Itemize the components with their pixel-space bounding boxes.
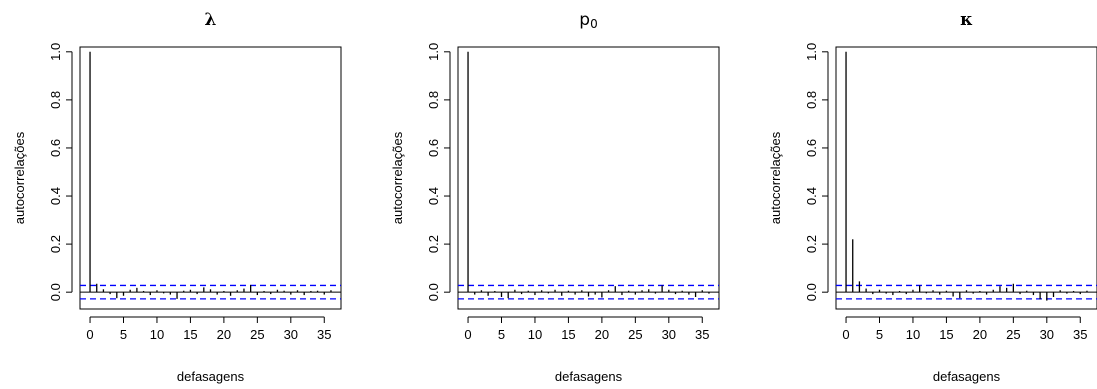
x-tick-label: 15	[183, 327, 197, 342]
x-axis-label: defasagens	[177, 369, 245, 384]
y-tick-label: 0.4	[804, 187, 819, 205]
y-tick-label: 0.8	[426, 91, 441, 109]
x-tick-label: 5	[120, 327, 127, 342]
y-tick-label: 0.2	[804, 235, 819, 253]
acf-panel-3: κ 0 5 10 15 20 25 30 35 0.0 0.2 0.4 0.6 0.8 1.0 defasag…	[768, 10, 1097, 384]
panel-title-subscript: 0	[590, 17, 598, 31]
panel-title: λ	[205, 10, 217, 30]
x-tick-label: 5	[498, 327, 505, 342]
x-axis-label: defasagens	[933, 369, 1001, 384]
x-tick-label: 10	[150, 327, 164, 342]
x-tick-label: 25	[628, 327, 642, 342]
y-tick-label: 0.0	[426, 283, 441, 301]
y-tick-label: 0.6	[426, 139, 441, 157]
panel-title-main: κ	[960, 10, 973, 30]
y-tick-label: 0.6	[48, 139, 63, 157]
x-tick-label: 35	[317, 327, 331, 342]
panel-title: κ	[960, 10, 973, 30]
x-axis-label: defasagens	[555, 369, 623, 384]
x-tick-label: 35	[695, 327, 709, 342]
acf-panel-2: p00 5 10 15 20 25 30 350.00.20.40.60.81.0defasa…	[390, 10, 720, 384]
x-tick-label: 0	[464, 327, 471, 342]
x-tick-label: 20	[217, 327, 231, 342]
x-tick-label: 15	[939, 327, 953, 342]
y-tick-label: 0.4	[48, 187, 63, 205]
x-tick-label: 30	[1040, 327, 1054, 342]
y-tick-label: 0.8	[804, 91, 819, 109]
y-tick-label: 1.0	[804, 43, 819, 61]
x-tick-label: 10	[528, 327, 542, 342]
y-tick-label: 0.6	[804, 139, 819, 157]
y-tick-label: 1.0	[426, 43, 441, 61]
plot-frame	[79, 46, 342, 310]
y-tick-label: 0.0	[48, 283, 63, 301]
panel-title: p0	[579, 10, 597, 31]
x-tick-label: 15	[561, 327, 575, 342]
x-tick-label: 25	[250, 327, 264, 342]
y-tick-label: 0.0	[804, 283, 819, 301]
y-axis-label: autocorrelações	[390, 131, 405, 224]
plot-frame	[835, 46, 1097, 310]
plot-frame	[457, 46, 720, 310]
y-tick-label: 1.0	[48, 43, 63, 61]
y-tick-label: 0.4	[426, 187, 441, 205]
acf-panel-1: λ 0 5 10 15 20 25 30 35 0.0 0.2 0.4 0.6 0.8 1.0 defasag…	[12, 10, 342, 384]
y-tick-label: 0.2	[426, 235, 441, 253]
x-tick-label: 10	[906, 327, 920, 342]
x-tick-label: 0	[86, 327, 93, 342]
x-tick-label: 20	[973, 327, 987, 342]
x-tick-label: 25	[1006, 327, 1020, 342]
panel-title-main: p	[579, 10, 590, 30]
x-tick-label: 30	[284, 327, 298, 342]
panel-title-main: λ	[205, 10, 217, 30]
x-tick-label: 5	[876, 327, 883, 342]
y-axis-label: autocorrelações	[768, 131, 783, 224]
x-tick-label: 35	[1073, 327, 1087, 342]
y-tick-label: 0.2	[48, 235, 63, 253]
y-tick-label: 0.8	[48, 91, 63, 109]
y-axis-label: autocorrelações	[12, 131, 27, 224]
x-tick-label: 30	[662, 327, 676, 342]
x-tick-label: 20	[595, 327, 609, 342]
x-tick-label: 0	[842, 327, 849, 342]
